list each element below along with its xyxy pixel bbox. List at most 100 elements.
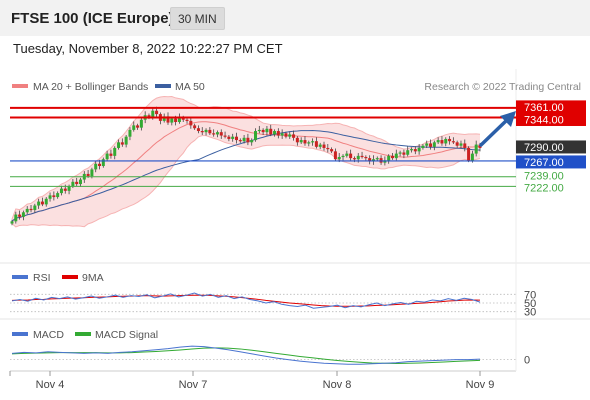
candle-body	[105, 153, 109, 160]
candle-body	[189, 120, 193, 126]
candle-body	[181, 117, 185, 120]
candle-body	[307, 142, 311, 144]
candle-body	[459, 143, 463, 146]
candle-body	[288, 134, 292, 137]
candle-body	[59, 188, 63, 194]
candle-body	[193, 125, 197, 129]
candle-body	[269, 128, 273, 135]
candle-body	[341, 155, 345, 158]
support-1-label: 7267.00	[524, 157, 564, 169]
x-tick-label: Nov 4	[36, 379, 65, 391]
bollinger-upper	[11, 95, 481, 220]
candle-body	[402, 152, 406, 155]
candle-body	[387, 155, 391, 161]
macd-zero-label: 0	[524, 355, 530, 367]
candle-body	[63, 188, 67, 191]
candle-body	[48, 195, 52, 199]
candle-body	[52, 195, 56, 198]
macd-legend-swatch	[12, 332, 28, 336]
candle-body	[124, 136, 128, 145]
candle-body	[318, 144, 322, 147]
candle-body	[394, 153, 398, 159]
candle-body	[75, 181, 79, 185]
candle-body	[455, 142, 459, 146]
candle-body	[330, 149, 334, 152]
candle-body	[451, 141, 455, 143]
header-bar: FTSE 100 (ICE Europe) 30 MIN	[0, 0, 590, 36]
resistance-2-tag	[516, 112, 586, 126]
support-level-label: 7239.00	[524, 171, 564, 183]
candle-body	[470, 153, 474, 161]
candle-body	[257, 129, 261, 132]
candle-body	[364, 156, 368, 159]
x-axis: Nov 4 Nov 7 Nov 8 Nov 9	[9, 371, 495, 391]
candle-body	[238, 140, 242, 142]
interval-button[interactable]: 30 MIN	[170, 7, 225, 30]
candle-body	[128, 129, 132, 137]
rsi-line	[11, 292, 481, 309]
rsi-level-label: 30	[524, 307, 536, 319]
candle-body	[273, 131, 277, 135]
candle-body	[170, 118, 174, 123]
candle-body	[212, 133, 216, 135]
candle-body	[14, 214, 18, 222]
ma9-legend-label: 9MA	[82, 272, 104, 284]
candle-body	[425, 143, 429, 146]
ma9-legend-swatch	[62, 275, 78, 279]
candle-body	[162, 116, 166, 121]
candle-body	[44, 198, 48, 205]
candle-body	[136, 125, 140, 128]
support-level-label: 7222.00	[524, 182, 564, 194]
candle-body	[166, 116, 170, 123]
candle-body	[432, 142, 436, 147]
last-price-label: 7290.00	[524, 142, 564, 154]
candle-body	[86, 173, 90, 177]
candle-body	[375, 158, 379, 160]
candle-body	[37, 201, 41, 206]
candle-body	[421, 145, 425, 148]
candle-body	[333, 151, 337, 160]
candle-body	[78, 179, 82, 185]
candle-body	[94, 163, 98, 170]
candle-body	[337, 156, 341, 160]
bollinger-lower	[11, 135, 481, 228]
candle-body	[250, 140, 254, 143]
x-tick-label: Nov 9	[466, 379, 495, 391]
resistance-1-label: 7361.00	[524, 102, 564, 114]
candle-body	[429, 143, 433, 147]
candle-body	[215, 132, 219, 135]
trend-up-arrow-icon	[479, 111, 516, 147]
candle-body	[280, 133, 284, 136]
rsi-ma9-line	[11, 294, 481, 307]
candle-body	[311, 141, 315, 143]
macd-series: 0	[10, 345, 530, 367]
candle-body	[413, 149, 417, 152]
candle-body	[261, 129, 265, 133]
macd-line	[11, 345, 481, 365]
candle-body	[345, 153, 349, 156]
resistance-2-label: 7344.00	[524, 114, 564, 126]
macd-legend-label: MACD	[33, 329, 64, 341]
candle-body	[18, 214, 22, 217]
candle-body	[390, 155, 394, 159]
candle-body	[71, 181, 75, 187]
candle-body	[208, 129, 212, 134]
candle-body	[440, 140, 444, 144]
instrument-title: FTSE 100 (ICE Europe)	[11, 10, 174, 27]
candle-body	[284, 133, 288, 137]
candle-body	[295, 137, 299, 143]
candle-body	[242, 137, 246, 142]
rsi-legend-label: RSI	[33, 272, 51, 284]
candle-body	[132, 125, 136, 130]
candle-body	[410, 149, 414, 151]
macd-signal-legend-swatch	[75, 332, 91, 336]
candle-body	[368, 158, 372, 162]
ma50-legend-label: MA 50	[175, 81, 205, 93]
price-series	[10, 95, 482, 228]
macd-signal-line	[11, 347, 481, 365]
candle-body	[467, 147, 471, 161]
candle-body	[101, 159, 105, 167]
